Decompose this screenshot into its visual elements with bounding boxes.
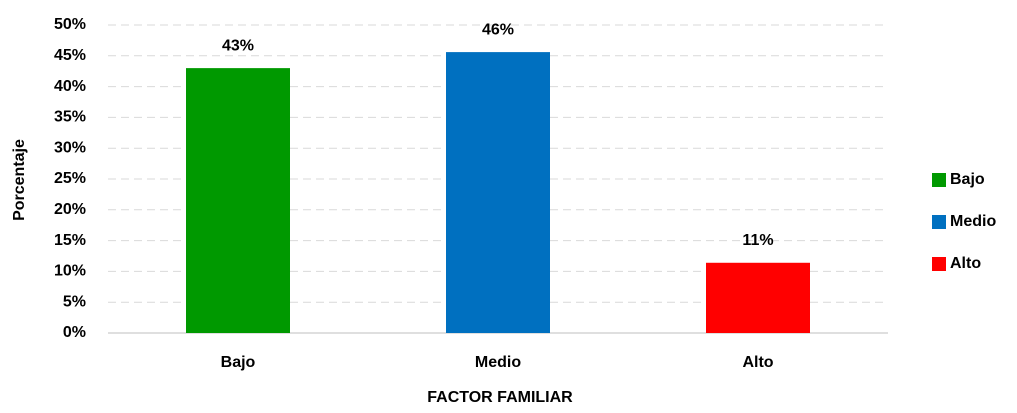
y-tick-label: 35%: [54, 109, 86, 126]
legend-label: Alto: [950, 255, 981, 272]
y-tick-label: 50%: [54, 16, 86, 33]
value-label: 43%: [222, 37, 254, 54]
bar: [186, 68, 290, 334]
legend-swatch: [932, 215, 946, 229]
y-tick-label: 0%: [63, 324, 86, 341]
x-tick-label: Medio: [475, 354, 521, 371]
bar: [706, 262, 810, 333]
y-tick-label: 30%: [54, 139, 86, 156]
legend-label: Bajo: [950, 171, 985, 188]
y-tick-label: 10%: [54, 263, 86, 280]
y-tick-label: 40%: [54, 78, 86, 95]
y-tick-label: 20%: [54, 201, 86, 218]
y-axis-title: Porcentaje: [11, 139, 28, 221]
value-label: 11%: [742, 232, 773, 249]
bar: [446, 52, 550, 333]
y-tick-label: 25%: [54, 170, 86, 187]
y-tick-label: 15%: [54, 232, 86, 249]
y-tick-label: 45%: [54, 47, 86, 64]
legend-swatch: [932, 173, 946, 187]
y-tick-label: 5%: [63, 293, 86, 310]
legend-swatch: [932, 257, 946, 271]
value-label: 46%: [482, 21, 514, 38]
legend-label: Medio: [950, 213, 996, 230]
x-axis-title: FACTOR FAMILIAR: [427, 389, 573, 406]
x-tick-label: Bajo: [221, 354, 256, 371]
x-tick-label: Alto: [742, 354, 773, 371]
